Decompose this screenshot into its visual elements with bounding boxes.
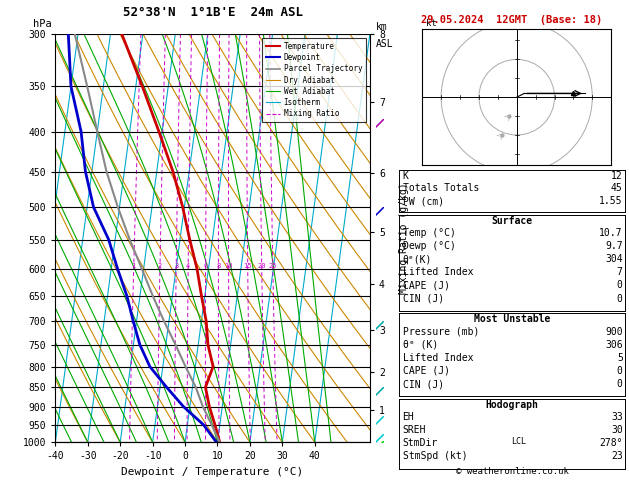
Text: 10: 10	[225, 263, 233, 269]
Text: 12: 12	[611, 171, 623, 181]
Text: Hodograph: Hodograph	[486, 400, 538, 410]
Text: 30: 30	[611, 425, 623, 435]
Text: 20: 20	[257, 263, 266, 269]
Text: 52°38'N  1°1B'E  24m ASL: 52°38'N 1°1B'E 24m ASL	[123, 6, 303, 19]
Text: 306: 306	[605, 340, 623, 350]
Text: CIN (J): CIN (J)	[403, 294, 443, 304]
Text: θᵉ(K): θᵉ(K)	[403, 254, 432, 264]
Text: Most Unstable: Most Unstable	[474, 314, 550, 325]
Text: 5: 5	[617, 353, 623, 363]
Text: Totals Totals: Totals Totals	[403, 183, 479, 193]
Text: hPa: hPa	[33, 19, 52, 29]
Text: PW (cm): PW (cm)	[403, 196, 443, 207]
Text: Surface: Surface	[491, 216, 533, 226]
Text: kt: kt	[426, 19, 437, 28]
Text: Dewp (°C): Dewp (°C)	[403, 241, 455, 251]
Text: 29.05.2024  12GMT  (Base: 18): 29.05.2024 12GMT (Base: 18)	[421, 15, 603, 25]
Text: 278°: 278°	[599, 438, 623, 449]
Text: Mixing Ratio (g/kg): Mixing Ratio (g/kg)	[399, 182, 409, 294]
Text: 3: 3	[174, 263, 178, 269]
Text: 0: 0	[617, 294, 623, 304]
Text: CIN (J): CIN (J)	[403, 379, 443, 389]
Text: 10.7: 10.7	[599, 228, 623, 238]
Text: 0: 0	[617, 379, 623, 389]
Text: 1: 1	[131, 263, 136, 269]
Text: 23: 23	[611, 451, 623, 462]
Text: 0: 0	[617, 280, 623, 291]
Text: 2: 2	[158, 263, 162, 269]
Text: 25: 25	[269, 263, 277, 269]
Text: StmSpd (kt): StmSpd (kt)	[403, 451, 467, 462]
Legend: Temperature, Dewpoint, Parcel Trajectory, Dry Adiabat, Wet Adiabat, Isotherm, Mi: Temperature, Dewpoint, Parcel Trajectory…	[262, 38, 366, 122]
Text: 8: 8	[216, 263, 221, 269]
Text: K: K	[403, 171, 408, 181]
Text: Lifted Index: Lifted Index	[403, 267, 473, 278]
Text: StmDir: StmDir	[403, 438, 438, 449]
Text: © weatheronline.co.uk: © weatheronline.co.uk	[455, 467, 569, 476]
Text: EH: EH	[403, 412, 415, 422]
Text: Pressure (mb): Pressure (mb)	[403, 327, 479, 337]
Text: 304: 304	[605, 254, 623, 264]
Text: 0: 0	[617, 366, 623, 376]
Text: 7: 7	[617, 267, 623, 278]
Text: 9.7: 9.7	[605, 241, 623, 251]
Text: θᵉ (K): θᵉ (K)	[403, 340, 438, 350]
Text: SREH: SREH	[403, 425, 426, 435]
Text: 900: 900	[605, 327, 623, 337]
Text: CAPE (J): CAPE (J)	[403, 280, 450, 291]
Text: ASL: ASL	[376, 38, 394, 49]
Text: CAPE (J): CAPE (J)	[403, 366, 450, 376]
Text: 45: 45	[611, 183, 623, 193]
Text: LCL: LCL	[511, 437, 526, 446]
Text: 15: 15	[243, 263, 252, 269]
Text: Temp (°C): Temp (°C)	[403, 228, 455, 238]
Text: 6: 6	[203, 263, 208, 269]
Text: Lifted Index: Lifted Index	[403, 353, 473, 363]
X-axis label: Dewpoint / Temperature (°C): Dewpoint / Temperature (°C)	[121, 467, 304, 477]
Text: 33: 33	[611, 412, 623, 422]
Text: km: km	[376, 21, 388, 32]
Text: 1.55: 1.55	[599, 196, 623, 207]
Text: 4: 4	[186, 263, 190, 269]
